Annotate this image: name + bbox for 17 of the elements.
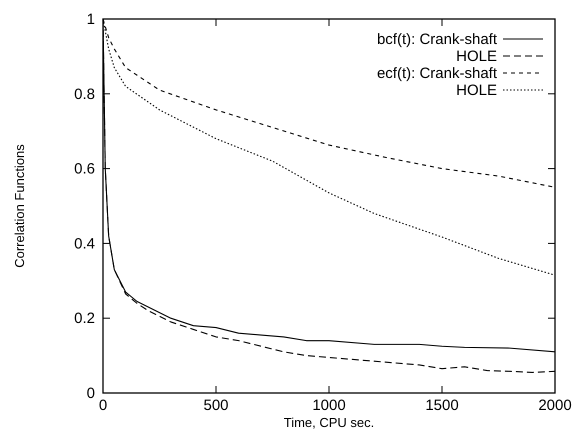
x-tick-label: 500 bbox=[203, 397, 229, 414]
y-tick-label: 0.6 bbox=[74, 160, 95, 178]
y-axis-title: Correlation Functions bbox=[12, 144, 27, 268]
y-tick-label: 0 bbox=[86, 385, 95, 402]
legend-label: HOLE bbox=[456, 48, 497, 65]
x-tick-label: 1000 bbox=[312, 397, 346, 414]
y-tick-label: 0.2 bbox=[74, 310, 95, 328]
x-axis-title: Time, CPU sec. bbox=[284, 415, 374, 430]
y-tick-label: 0.8 bbox=[74, 86, 95, 103]
x-tick-label: 0 bbox=[98, 397, 108, 414]
legend-label: ecf(t): Crank-shaft bbox=[376, 65, 498, 82]
x-tick-label: 1500 bbox=[425, 397, 459, 414]
legend-label: bcf(t): Crank-shaft bbox=[376, 31, 498, 48]
legend-label: HOLE bbox=[456, 82, 497, 99]
y-tick-label: 0.4 bbox=[74, 235, 95, 252]
y-tick-label: 1 bbox=[86, 11, 95, 28]
x-tick-label: 2000 bbox=[538, 397, 572, 414]
